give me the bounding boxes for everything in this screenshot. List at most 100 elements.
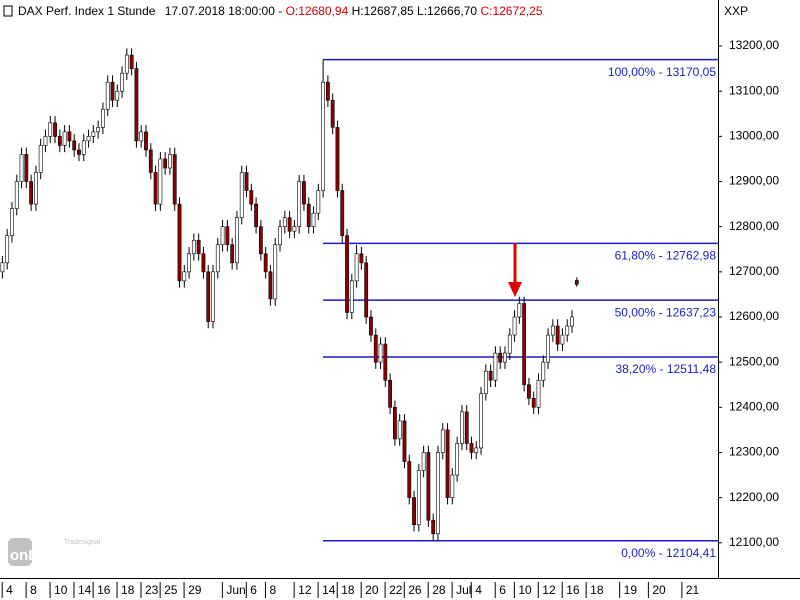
y-tick-label: 12100,00: [729, 535, 779, 549]
candle-body: [258, 226, 263, 255]
open-value: O:12680,94: [286, 4, 349, 18]
high-value: H:12687,85: [352, 4, 414, 18]
candle-body: [335, 127, 340, 191]
candle-body: [220, 226, 225, 246]
candle-body: [153, 172, 158, 205]
candle-body: [316, 190, 321, 214]
candle-body: [383, 343, 388, 381]
candle-body: [287, 217, 292, 232]
fib-level-label: 0,00% - 12104,41: [621, 546, 716, 560]
x-tick-label: 20: [365, 583, 379, 597]
chart-header: DAX Perf. Index 1 Stunde 17.07.2018 18:0…: [18, 4, 543, 18]
candle-body: [402, 420, 407, 462]
candle-body: [426, 452, 431, 521]
window-icon[interactable]: [3, 5, 13, 17]
candle-body: [225, 226, 230, 246]
candle-body: [507, 334, 512, 354]
candle-body: [168, 154, 172, 169]
candle-body: [349, 280, 354, 313]
candle-body: [325, 81, 330, 101]
logo: onLine Tradesignal: [8, 538, 101, 566]
candle-body: [19, 154, 24, 182]
x-tick-label: 14: [322, 583, 336, 597]
candle-body: [86, 136, 91, 142]
candle-body: [206, 271, 211, 322]
close-value: C:12672,25: [480, 4, 542, 18]
candle-body: [488, 370, 493, 381]
candle-body: [445, 429, 450, 498]
candle-body: [43, 136, 48, 146]
y-tick-label: 12600,00: [729, 309, 779, 323]
candle-body: [57, 136, 62, 146]
candle-body: [574, 280, 579, 285]
y-tick-label: 12500,00: [729, 354, 779, 368]
candle-body: [129, 54, 134, 69]
candle-body: [182, 271, 187, 282]
candle-body: [268, 271, 273, 300]
candle-body: [517, 303, 522, 318]
candle-body: [81, 140, 86, 155]
x-tick-label: 21: [686, 583, 700, 597]
fib-level-label: 38,20% - 12511,48: [615, 362, 716, 376]
candle-body: [369, 316, 373, 336]
candle-body: [282, 217, 287, 227]
candle-body: [340, 190, 345, 237]
x-tick-label: 6: [499, 583, 506, 597]
candle-body: [191, 239, 196, 255]
candle-body: [235, 217, 239, 264]
candle-body: [483, 370, 488, 395]
candle-body: [14, 181, 19, 209]
candle-body: [53, 122, 57, 137]
candle-body: [450, 474, 455, 498]
candle-body: [527, 384, 531, 399]
x-tick-label: 4: [6, 583, 13, 597]
x-tick-label: Jun: [226, 583, 245, 597]
fib-level-label: 50,00% - 12637,23: [615, 305, 717, 319]
x-tick-label: 14: [78, 583, 92, 597]
candle-body: [388, 379, 393, 408]
candle-body: [72, 140, 77, 151]
y-tick-label: 12400,00: [729, 399, 779, 413]
x-tick-label: 22: [389, 583, 403, 597]
candle-body: [378, 343, 383, 363]
candle-body: [436, 452, 440, 535]
candle-body: [67, 131, 72, 142]
candle-body: [38, 145, 43, 173]
candle-body: [10, 208, 14, 237]
candle-body: [431, 519, 436, 535]
candle-body: [493, 352, 498, 381]
candle-body: [512, 316, 517, 336]
candle-body: [91, 131, 96, 137]
x-tick-label: 10: [54, 583, 68, 597]
candle-body: [120, 72, 124, 92]
x-tick-label: 20: [652, 583, 666, 597]
x-tick-label: 18: [121, 583, 135, 597]
y-tick-label: 12700,00: [729, 264, 779, 278]
candle-body: [321, 81, 326, 191]
candle-body: [115, 90, 120, 101]
candle-body: [0, 262, 5, 273]
candle-body: [110, 81, 115, 101]
candle-body: [364, 262, 369, 318]
candle-body: [96, 127, 101, 133]
x-tick-label: 16: [566, 583, 580, 597]
y-tick-label: 13000,00: [729, 129, 779, 143]
candle-body: [421, 452, 426, 471]
candle-body: [392, 407, 397, 440]
y-tick-label: 13100,00: [729, 83, 779, 97]
candle-body: [244, 172, 249, 191]
candle-body: [416, 470, 421, 526]
candle-body: [359, 253, 364, 264]
fib-level-label: 100,00% - 13170,05: [608, 65, 716, 79]
fib-level-label: 61,80% - 12762,98: [615, 249, 717, 263]
candle-body: [292, 226, 297, 232]
x-tick-label: 6: [250, 583, 257, 597]
candle-body: [479, 393, 483, 449]
candle-body: [354, 253, 359, 282]
candle-body: [373, 334, 378, 363]
candle-body: [407, 461, 412, 498]
y-tick-label: 12800,00: [729, 219, 779, 233]
candle-body: [77, 149, 81, 155]
candle-body: [397, 420, 402, 440]
